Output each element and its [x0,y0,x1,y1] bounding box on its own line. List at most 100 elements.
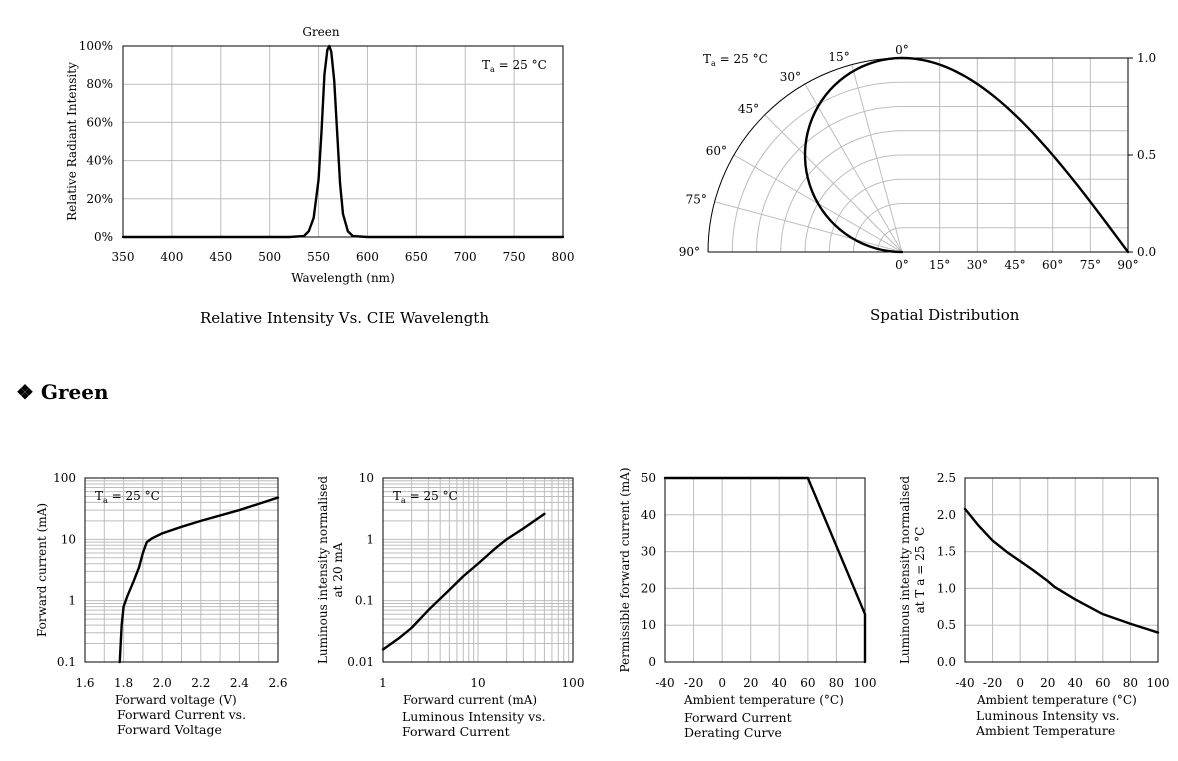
y-tick-label: 20% [86,192,113,206]
spatial-distribution-caption: Spatial Distribution [870,306,1020,324]
data-curve [381,512,546,651]
data-curve [963,507,1160,634]
x-axis-label: Wavelength (nm) [291,271,395,285]
wavelength-chart-caption: Relative Intensity Vs. CIE Wavelength [200,309,489,327]
y-axis-label: Permissible forward current (mA) [618,467,632,672]
spatial-distribution-chart: 0° 15° 30° 45° 60° 75° 90° 0° 15° 30° 45° 60° 75° 90°… [0,0,1178,300]
x-tick-label: 40 [772,676,787,690]
caption-line: Ambient Temperature [976,723,1116,738]
x-tick-label: 90° [1117,258,1138,272]
y-tick-label: 40 [641,508,656,522]
y-tick-label: 0.1 [57,655,76,669]
x-tick-label: 80 [829,676,844,690]
polar-grid-ray [804,83,903,253]
polar-angle-label: 15° [828,50,849,64]
polar-angle-label: 0° [895,43,909,57]
x-tick-label: 10 [470,676,485,690]
polar-angle-label: 30° [780,70,801,84]
condition-label: Ta = 25 °C [393,489,458,505]
condition-label: Ta = 25 °C [482,58,547,74]
y-tick-label: 0.01 [347,655,374,669]
x-tick-label: -40 [955,676,974,690]
x-tick-label: 400 [160,250,183,264]
plot-frame [964,477,1159,663]
x-tick-label: 2.4 [230,676,249,690]
x-tick-label: 30° [967,258,988,272]
x-tick-label: 750 [503,250,526,264]
polar-outer-arc [707,57,903,253]
y-tick-label: 100% [79,39,113,53]
caption-line: Derating Curve [684,725,782,740]
y-tick-label: 80% [86,77,113,91]
x-axis-label: Forward voltage (V) [115,693,237,707]
caption-line: Luminous Intensity vs. [402,709,546,724]
y-tick-label: 1.0 [1137,51,1156,65]
x-tick-label: 20 [1040,676,1055,690]
x-tick-label: 650 [405,250,428,264]
x-tick-label: 2.2 [191,676,210,690]
x-tick-label: 75° [1080,258,1101,272]
series-label: Green [302,25,340,39]
x-tick-label: 2.0 [153,676,172,690]
x-tick-label: 60 [800,676,815,690]
x-tick-label: 20 [743,676,758,690]
y-axis-label: Luminous intensity normalised [898,476,912,664]
caption-line: Luminous Intensity vs. [976,708,1120,723]
y-axis-label: at 20 mA [331,542,345,597]
spatial-distribution-svg: 0° 15° 30° 45° 60° 75° 90° 0° 15° 30° 45° 60° 75° 90°… [679,43,1156,272]
x-tick-label: 80 [1123,676,1138,690]
x-tick-label: 1.6 [75,676,94,690]
polar-angle-label: 60° [706,144,727,158]
x-tick-label: 1.8 [114,676,133,690]
x-tick-label: 100 [1147,676,1170,690]
y-tick-label: 40% [86,154,113,168]
y-tick-label: 0.0 [1137,245,1156,259]
y-tick-label: 10 [359,471,374,485]
polar-angle-label: 90° [679,245,700,259]
x-tick-label: -20 [684,676,703,690]
plot-frame [84,477,279,663]
ambient-temperature-caption: Luminous Intensity vs. Ambient Temperatu… [976,708,1120,738]
y-tick-label: 30 [641,545,656,559]
forward-voltage-svg: 1.6 1.8 2.0 2.2 2.4 2.6 0.1 1 10 100 Forward volta… [35,471,288,707]
x-axis-label: Ambient temperature (°C) [683,693,844,707]
forward-current-svg: 1 10 100 0.01 0.1 1 10 Forward current (mA) Lumi… [316,471,585,707]
x-tick-label: 1 [379,676,387,690]
x-tick-label: 700 [454,250,477,264]
x-tick-label: 60° [1042,258,1063,272]
y-axis-label: at T a = 25 °C [913,527,927,614]
condition-label: Ta = 25 °C [95,489,160,505]
caption-line: Forward Current [402,724,510,739]
x-axis-label: Forward current (mA) [403,693,537,707]
x-tick-label: 0 [1016,676,1024,690]
derating-caption: Forward Current Derating Curve [684,710,792,740]
polar-grid-ray [851,64,903,253]
polar-grid-ray [764,114,903,253]
plot-frame [122,45,564,238]
wavelength-chart: 350 400 450 500 550 600 650 700 750 800 0% 20% 40% 60… [0,0,600,340]
y-axis-label: Luminous intensity normalised [316,476,330,664]
y-tick-label: 0.5 [1137,148,1156,162]
data-curve [663,476,867,664]
forward-voltage-chart: 1.6 1.8 2.0 2.2 2.4 2.6 0.1 1 10 100 Forward volta… [0,0,300,761]
caption-line: Forward Current [684,710,792,725]
polar-grid-ray [714,201,903,253]
derating-svg: -40 -20 0 20 40 60 80 100 0 10 20 30 40 50 Ambient tem… [618,467,876,707]
caption-line: Forward Voltage [117,722,222,737]
polar-angle-label: 75° [686,193,707,207]
y-tick-label: 0.5 [937,618,956,632]
forward-current-caption: Luminous Intensity vs. Forward Current [402,709,546,739]
x-tick-label: 0 [718,676,726,690]
y-tick-label: 2.5 [937,471,956,485]
y-tick-label: 2.0 [937,508,956,522]
y-tick-label: 0% [94,230,113,244]
y-tick-label: 1 [366,532,374,546]
x-tick-label: 100 [562,676,585,690]
forward-voltage-caption: Forward Current vs. Forward Voltage [117,707,246,737]
plot-frame [382,477,574,663]
y-axis-label: Forward current (mA) [35,503,49,637]
data-curve [118,496,280,664]
y-tick-label: 0.0 [937,655,956,669]
x-tick-label: 550 [307,250,330,264]
